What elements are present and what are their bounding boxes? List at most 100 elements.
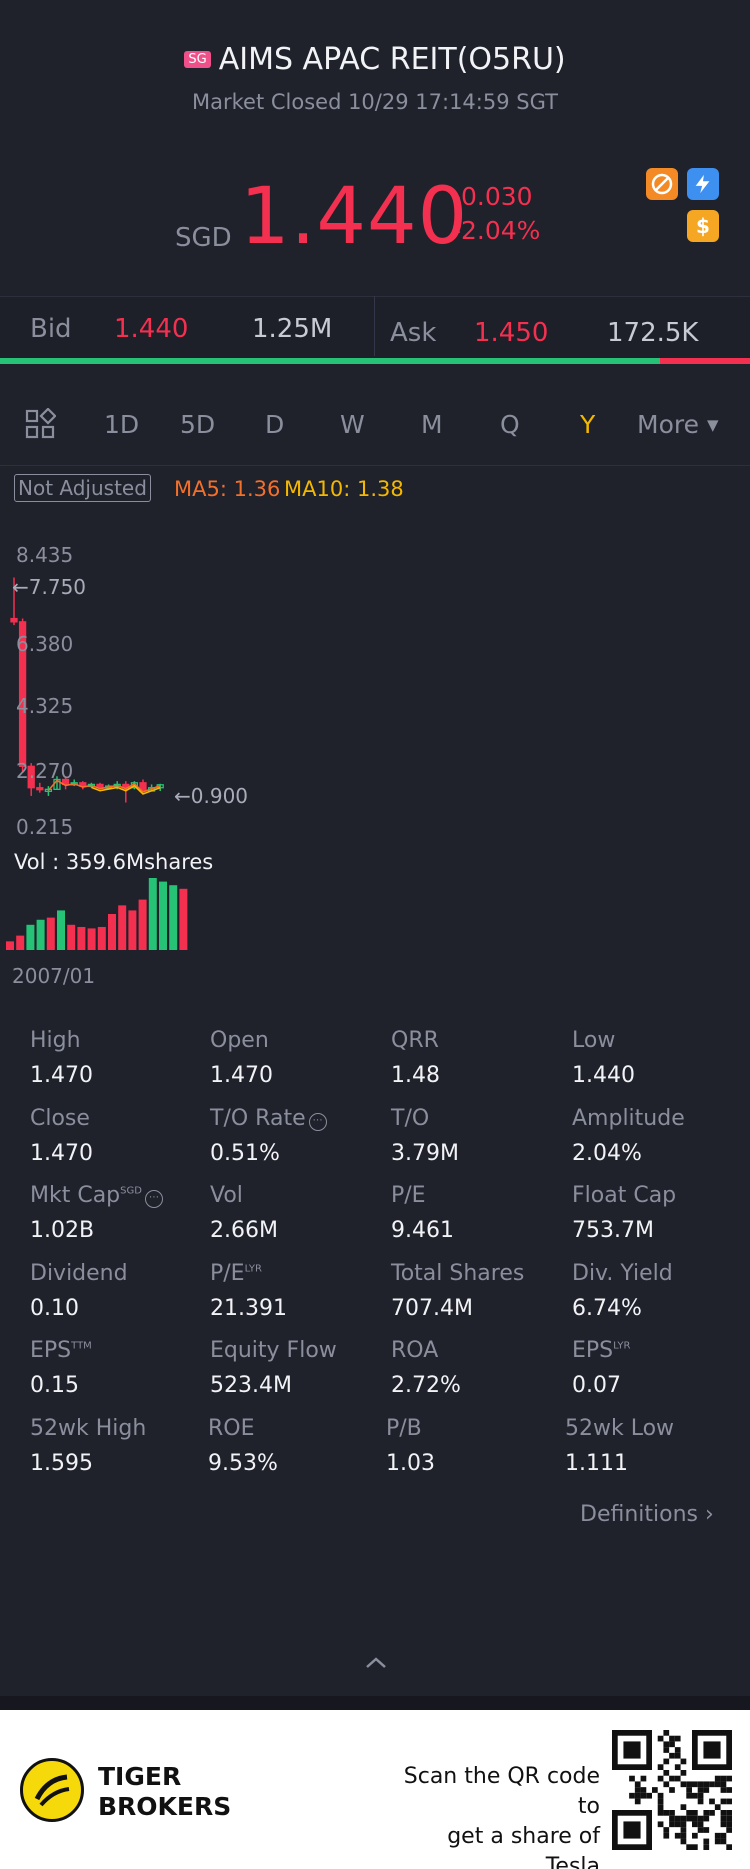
qr-module: [669, 1752, 675, 1759]
stat-label: Close: [30, 1106, 90, 1131]
stat-label-text: Mkt Cap: [30, 1183, 121, 1208]
stat-value: 6.74%: [572, 1295, 642, 1321]
qr-module: [680, 1821, 687, 1828]
qr-code[interactable]: [612, 1730, 732, 1850]
qr-module: [703, 1838, 710, 1845]
stat-label-superscript: LYR: [244, 1263, 262, 1275]
ma5-line: [47, 779, 161, 793]
qr-module: [697, 1787, 704, 1793]
qr-module: [646, 1792, 652, 1799]
qr-module: [714, 1832, 721, 1839]
dollar-icon[interactable]: $: [687, 210, 719, 242]
volume-bar: [118, 905, 127, 950]
stat-label[interactable]: Mkt CapSGD⋯: [30, 1183, 163, 1208]
qr-module: [714, 1838, 721, 1845]
qr-module: [669, 1735, 675, 1742]
high-marker-value: 7.750: [28, 575, 87, 599]
qr-module: [669, 1821, 675, 1828]
qr-module: [640, 1787, 647, 1793]
qr-module: [663, 1758, 670, 1765]
stat-label: ROA: [391, 1338, 438, 1363]
tab-1d[interactable]: 1D: [104, 410, 140, 439]
chevron-up-icon[interactable]: [364, 1654, 388, 1673]
definitions-link[interactable]: Definitions ›: [580, 1502, 714, 1527]
stat-label-text: Total Shares: [391, 1260, 525, 1286]
low-marker: ←0.900: [174, 784, 248, 808]
candle-body: [18, 621, 27, 768]
qr-module: [720, 1815, 727, 1822]
footer-divider: [0, 1696, 750, 1710]
qr-module: [663, 1770, 670, 1776]
volume-bar: [26, 924, 35, 950]
qr-module: [634, 1787, 641, 1793]
qr-module: [674, 1747, 681, 1753]
qr-module: [657, 1764, 664, 1770]
tab-m[interactable]: M: [421, 410, 443, 439]
stat-label: P/ELYR: [210, 1261, 262, 1286]
scan-line-2: get a share of Tesla: [447, 1824, 600, 1869]
tab-q[interactable]: Q: [500, 410, 520, 439]
qr-module: [657, 1735, 664, 1742]
qr-module: [669, 1775, 675, 1782]
stat-label-text: Vol: [210, 1183, 243, 1208]
stat-value: 0.10: [30, 1295, 79, 1321]
no-short-icon[interactable]: [646, 168, 678, 200]
tab-d[interactable]: D: [265, 410, 285, 439]
info-icon[interactable]: ⋯: [308, 1112, 327, 1131]
qr-module: [726, 1787, 732, 1793]
stat-value: 1.440: [572, 1063, 635, 1088]
qr-module: [720, 1775, 727, 1782]
y-tick-4: 2.270: [16, 759, 74, 783]
market-flag-badge: SG: [184, 51, 211, 68]
info-icon[interactable]: ⋯: [144, 1190, 163, 1208]
tab-w[interactable]: W: [340, 410, 365, 439]
stat-value: 3.79M: [391, 1140, 459, 1166]
low-marker-value: 0.900: [190, 784, 249, 808]
stat-value: 9.461: [391, 1218, 454, 1243]
tab-y[interactable]: Y: [580, 410, 596, 439]
qr-module: [674, 1752, 681, 1759]
stat-label-text: 52wk Low: [565, 1415, 675, 1441]
ask-size: 172.5K: [607, 318, 699, 348]
stat-value: 1.02B: [30, 1218, 95, 1243]
qr-module: [692, 1832, 698, 1839]
stat-value: 707.4M: [391, 1295, 473, 1321]
stat-label-text: T/O: [391, 1105, 430, 1131]
volume-bar: [6, 941, 14, 950]
tab-5d[interactable]: 5D: [180, 410, 216, 439]
qr-module: [674, 1775, 681, 1782]
adjust-toggle[interactable]: Not Adjusted: [14, 474, 151, 502]
qr-module: [652, 1787, 658, 1793]
grid-icon[interactable]: [24, 407, 57, 444]
stat-label[interactable]: T/O Rate ⋯: [210, 1106, 327, 1131]
stat-label: ROE: [208, 1416, 255, 1441]
qr-module: [714, 1781, 721, 1788]
stat-label: Float Cap: [572, 1183, 676, 1208]
qr-module: [720, 1838, 727, 1845]
stat-value: 1.595: [30, 1450, 93, 1476]
more-dropdown[interactable]: More ▼: [637, 410, 718, 439]
stat-label-text: T/O Rate: [210, 1105, 306, 1131]
stat-label-text: P/E: [210, 1260, 245, 1286]
qr-module: [720, 1832, 727, 1839]
stat-label: P/E: [391, 1183, 426, 1208]
qr-module: [669, 1815, 675, 1822]
stat-label: EPSTTM: [30, 1338, 92, 1363]
qr-module: [674, 1821, 681, 1828]
stat-value: 1.48: [391, 1063, 440, 1088]
stat-label-text: P/B: [386, 1415, 422, 1441]
stat-label: QRR: [391, 1028, 439, 1053]
qr-module: [726, 1827, 732, 1833]
candlestick-chart[interactable]: [0, 535, 300, 835]
qr-module: [703, 1844, 710, 1850]
lightning-icon[interactable]: [687, 168, 719, 200]
qr-module: [697, 1815, 704, 1822]
qr-module: [709, 1810, 715, 1816]
qr-module: [629, 1775, 635, 1782]
stat-label-text: Low: [572, 1028, 616, 1053]
ask-volume-bar: [660, 358, 750, 364]
qr-module: [686, 1810, 692, 1816]
y-tick-2: 6.380: [16, 632, 74, 656]
stat-value: 1.470: [30, 1063, 93, 1088]
qr-module: [663, 1832, 670, 1839]
